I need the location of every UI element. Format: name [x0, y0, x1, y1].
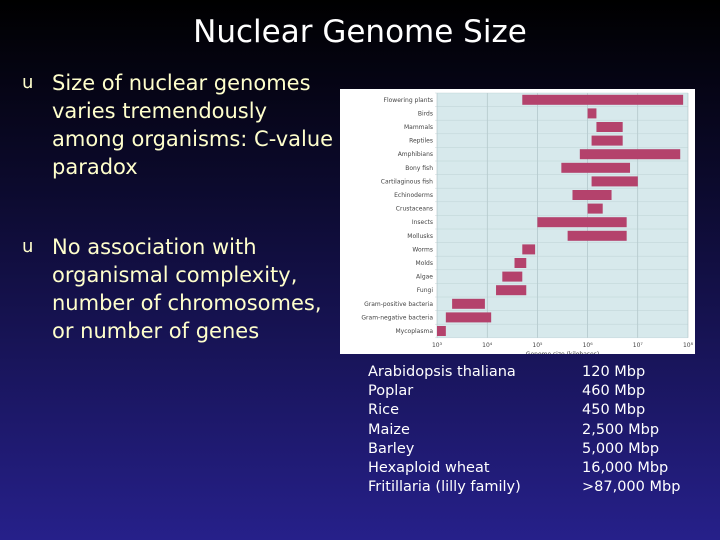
bullet-text: Size of nuclear genomes varies tremendou…: [52, 71, 334, 179]
genome-size-value: 5,000 Mbp: [582, 440, 660, 457]
genome-row: Rice 450 Mbp: [368, 401, 698, 420]
bar-worms: [522, 244, 536, 255]
category-label: Crustaceans: [396, 206, 433, 213]
bar-crustaceans: [587, 203, 603, 214]
genome-size-value: 16,000 Mbp: [582, 459, 669, 476]
category-label: Cartilaginous fish: [381, 178, 433, 185]
species-name: Poplar: [368, 383, 414, 400]
category-label: Mycoplasma: [396, 328, 434, 335]
bullet-marker: u: [22, 72, 34, 93]
bar-algae: [502, 271, 523, 282]
genome-size-table: Arabidopsis thaliana 120 Mbp Poplar 460 Mbp…: [368, 363, 698, 497]
bar-birds: [587, 108, 597, 119]
bullet-text: No association with organismal complexit…: [52, 235, 322, 343]
bar-mycoplasma: [437, 326, 446, 336]
species-name: Hexaploid wheat: [368, 459, 490, 476]
bar-amphibians: [579, 149, 681, 160]
bar-echinoderms: [572, 190, 612, 200]
genome-row: Poplar 460 Mbp: [368, 382, 698, 401]
bar-molds: [514, 258, 527, 268]
category-label: Algae: [416, 274, 433, 281]
species-name: Barley: [368, 440, 415, 457]
x-axis-label: Genome size (kilobases): [526, 351, 599, 354]
bar-gram-negative-bacteria: [445, 312, 492, 323]
bar-bony-fish: [561, 162, 631, 173]
bar-gram-positive-bacteria: [452, 298, 485, 309]
x-tick-label: 10⁵: [532, 342, 543, 349]
bullet-no-association: u No association with organismal complex…: [22, 233, 332, 378]
genome-size-value: 120 Mbp: [582, 364, 646, 380]
genome-row: Hexaploid wheat 16,000 Mbp: [368, 459, 698, 478]
chart-svg: Flowering plants Birds Mammals Reptiles Amph…: [361, 92, 694, 354]
genome-size-value: 450 Mbp: [582, 402, 646, 419]
bar-insects: [537, 217, 627, 228]
x-tick-label: 10³: [432, 342, 443, 349]
bar-cartilaginous-fish: [591, 176, 638, 187]
genome-row: Maize 2,500 Mbp: [368, 421, 698, 440]
species-name: Rice: [368, 402, 399, 419]
x-tick-label: 10⁶: [583, 342, 594, 349]
bullet-size-varies: u Size of nuclear genomes varies tremend…: [22, 69, 333, 214]
category-label: Echinoderms: [394, 192, 433, 199]
species-name: Arabidopsis thaliana: [368, 364, 516, 380]
category-label: Insects: [412, 219, 433, 226]
category-label: Birds: [418, 110, 433, 117]
category-label: Flowering plants: [384, 97, 433, 104]
bar-flowering-plants: [522, 94, 684, 105]
x-tick-label: 10⁴: [482, 342, 493, 349]
genome-size-value: 460 Mbp: [582, 383, 646, 400]
species-name: Maize: [368, 421, 410, 438]
category-label: Gram-negative bacteria: [361, 314, 433, 321]
species-name: Fritillaria (lilly family): [368, 479, 521, 496]
category-label: Amphibians: [398, 151, 433, 158]
category-label: Bony fish: [405, 165, 433, 172]
category-label: Fungi: [417, 287, 434, 294]
slide-title: Nuclear Genome Size: [193, 14, 527, 50]
bar-mammals: [596, 122, 623, 132]
bar-fungi: [496, 285, 527, 296]
genome-size-value: 2,500 Mbp: [582, 421, 660, 438]
genome-row: Barley 5,000 Mbp: [368, 440, 698, 459]
category-label: Molds: [416, 260, 433, 267]
genome-size-chart: Flowering plants Birds Mammals Reptiles Amph…: [340, 89, 695, 354]
category-label: Reptiles: [409, 138, 433, 145]
bar-reptiles: [591, 135, 623, 146]
x-tick-label: 10⁷: [633, 342, 644, 349]
x-tick-label: 10⁸: [683, 342, 694, 349]
category-label: Worms: [412, 246, 433, 253]
genome-row: Arabidopsis thaliana 120 Mbp: [368, 363, 698, 382]
genome-row: Fritillaria (lilly family) >87,000 Mbp: [368, 478, 698, 497]
category-label: Mollusks: [407, 233, 433, 240]
category-label: Mammals: [404, 124, 433, 131]
genome-size-value: >87,000 Mbp: [582, 479, 681, 496]
category-label: Gram-positive bacteria: [364, 301, 433, 308]
bullet-marker: u: [22, 236, 34, 257]
bar-mollusks: [567, 230, 627, 241]
